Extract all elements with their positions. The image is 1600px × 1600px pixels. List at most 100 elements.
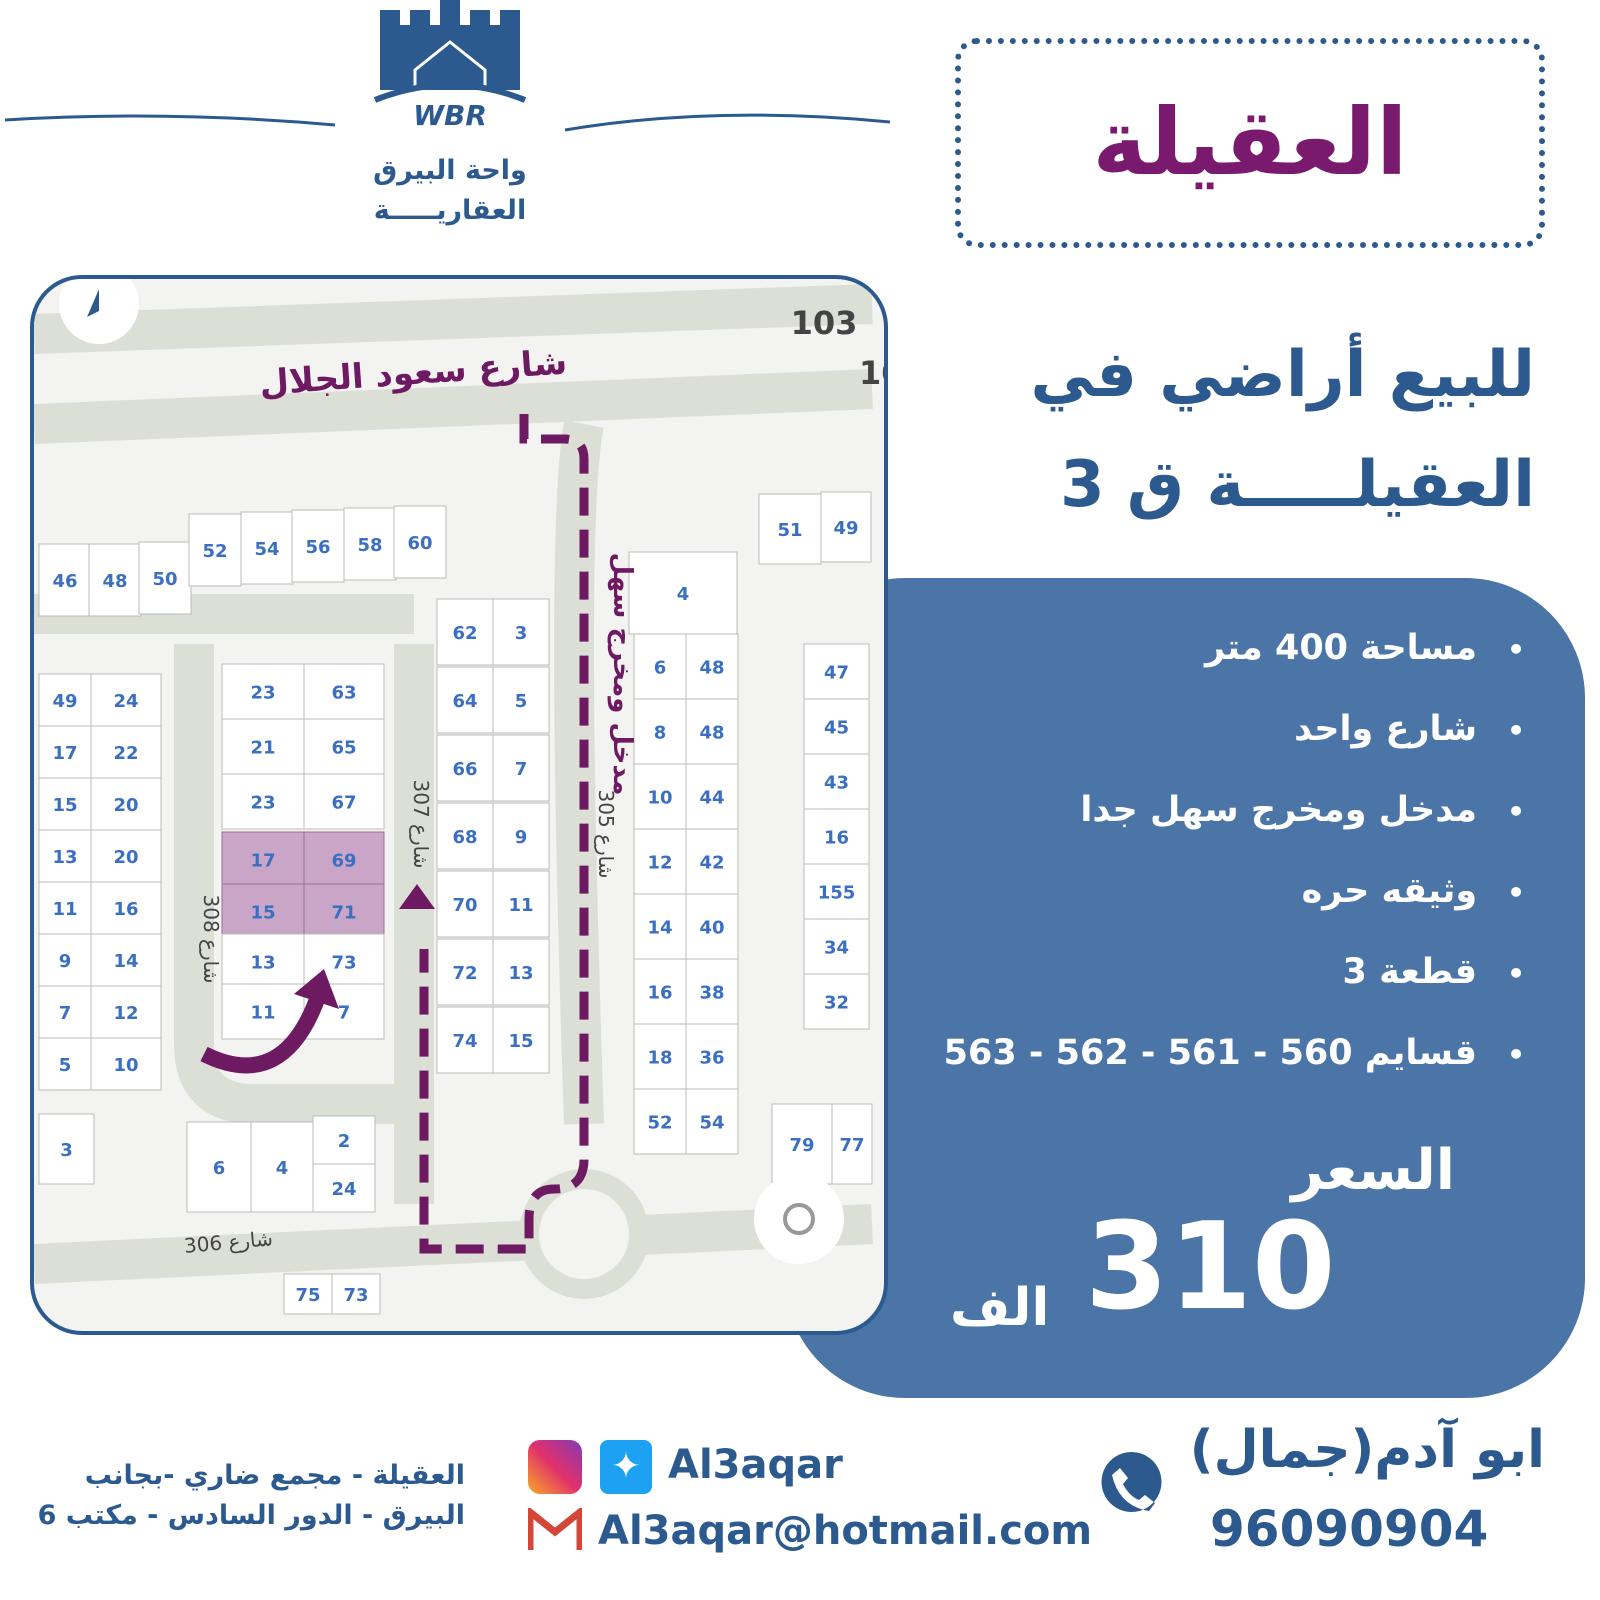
plot-number: 54 — [699, 1113, 724, 1134]
twitter-icon[interactable]: ✦ — [600, 1440, 652, 1494]
plot — [758, 493, 822, 565]
plot-number: 4 — [677, 584, 690, 605]
plot — [331, 1273, 381, 1315]
plot — [685, 893, 739, 960]
plot — [633, 828, 687, 895]
plot-number: 10 — [113, 1055, 138, 1076]
plot — [685, 698, 739, 765]
plot-number: 77 — [839, 1135, 864, 1156]
plot — [188, 513, 242, 587]
plot — [221, 663, 305, 720]
gmail-icon[interactable] — [528, 1508, 582, 1552]
plot — [221, 831, 305, 888]
feature-item: مساحة 400 متر — [944, 618, 1525, 699]
plot-number: 14 — [113, 951, 138, 972]
plot — [436, 734, 494, 802]
wave-decoration — [4, 113, 891, 132]
plot-number: 51 — [777, 520, 802, 541]
plot — [312, 1115, 376, 1165]
plot — [90, 725, 162, 779]
plot-number: 16 — [113, 899, 138, 920]
contact-email[interactable]: Al3aqar@hotmail.com — [598, 1508, 1093, 1554]
plot-number: 23 — [250, 793, 275, 814]
plot — [803, 973, 870, 1030]
plot — [803, 753, 870, 810]
plot-number: 73 — [343, 1285, 368, 1306]
plot — [803, 698, 870, 755]
plot-number: 14 — [647, 918, 672, 939]
feature-item: وثيقه حره — [944, 861, 1525, 942]
feature-item: قطعة 3 — [944, 942, 1525, 1023]
curved-arrow-icon — [200, 991, 327, 1074]
plot — [685, 763, 739, 830]
logo-name-2: العقاريـــــة — [373, 195, 527, 226]
road-number: 103 — [791, 304, 858, 342]
plot-number: 5 — [59, 1055, 72, 1076]
plot — [633, 1023, 687, 1090]
plot — [303, 883, 385, 940]
plot-number: 17 — [52, 743, 77, 764]
castle-logo-icon: WBR — [373, 0, 527, 132]
plot — [38, 1113, 95, 1185]
plot-number: 49 — [833, 518, 858, 539]
price-label: السعر — [1291, 1138, 1455, 1203]
roundabout — [519, 1169, 649, 1299]
plot — [831, 1103, 873, 1185]
plot-number: 43 — [824, 773, 849, 794]
plot-number: 62 — [452, 623, 477, 644]
locate-button[interactable] — [754, 1174, 844, 1264]
plot-number: 70 — [452, 895, 477, 916]
plot-number: 24 — [113, 691, 138, 712]
plot-number: 56 — [305, 537, 330, 558]
plot-number: 10 — [647, 788, 672, 809]
plot — [90, 985, 162, 1039]
plot-number: 7 — [338, 1003, 351, 1024]
plot-number: 13 — [508, 963, 533, 984]
compass-button[interactable] — [59, 279, 139, 344]
plot-number: 66 — [452, 759, 477, 780]
plot — [250, 1121, 314, 1213]
features-list: مساحة 400 متر شارع واحد مدخل ومخرج سهل ج… — [944, 618, 1525, 1104]
plot-number: 12 — [113, 1003, 138, 1024]
instagram-icon[interactable] — [528, 1440, 582, 1494]
plot — [221, 933, 305, 990]
plot-number: 60 — [407, 533, 432, 554]
plot — [633, 893, 687, 960]
social-handle[interactable]: Al3aqar — [668, 1442, 843, 1488]
plot — [312, 1163, 376, 1213]
plot-number: 54 — [254, 539, 279, 560]
plot-number: 11 — [508, 895, 533, 916]
plot — [436, 598, 494, 666]
entrance-label: مدخل ومخرج سهل — [607, 552, 637, 795]
svg-text:WBR: WBR — [413, 99, 487, 132]
headline-line-2: العقيلـــــة ق 3 — [1060, 448, 1535, 522]
plot — [492, 938, 550, 1006]
plot-number: 17 — [250, 851, 275, 872]
plot-number: 3 — [515, 623, 528, 644]
headline-line-1: للبيع أراضي في — [1030, 338, 1535, 412]
plot — [221, 773, 305, 830]
plot-number: 48 — [699, 658, 724, 679]
plot-number: 20 — [113, 795, 138, 816]
plot-number: 49 — [52, 691, 77, 712]
plot-number: 64 — [452, 691, 477, 712]
feature-item: قسايم 560 - 561 - 562 - 563 — [944, 1023, 1525, 1104]
plot-number: 8 — [654, 723, 667, 744]
address-line-1: العقيلة - مجمع ضاري -بجانب — [84, 1460, 465, 1491]
plot — [803, 808, 870, 865]
plot — [633, 1088, 687, 1155]
plot-number: 3 — [60, 1140, 73, 1161]
plot-number: 9 — [515, 827, 528, 848]
contact-phone[interactable]: 96090904 — [1210, 1500, 1489, 1558]
company-logo: WBR واحة البيرق العقاريـــــة — [330, 0, 570, 240]
plot — [492, 598, 550, 666]
plot — [685, 1023, 739, 1090]
plot-number: 52 — [202, 541, 227, 562]
plot-number: 47 — [824, 663, 849, 684]
street-label: شارع 307 — [409, 780, 433, 869]
plot-number: 15 — [52, 795, 77, 816]
plot — [492, 870, 550, 938]
plot-number: 24 — [331, 1179, 356, 1200]
plot — [38, 777, 92, 831]
plot — [633, 958, 687, 1025]
